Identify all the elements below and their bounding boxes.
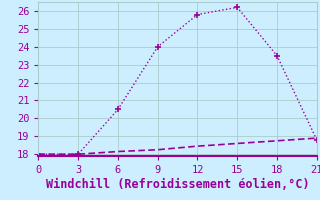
X-axis label: Windchill (Refroidissement éolien,°C): Windchill (Refroidissement éolien,°C) — [46, 178, 309, 191]
